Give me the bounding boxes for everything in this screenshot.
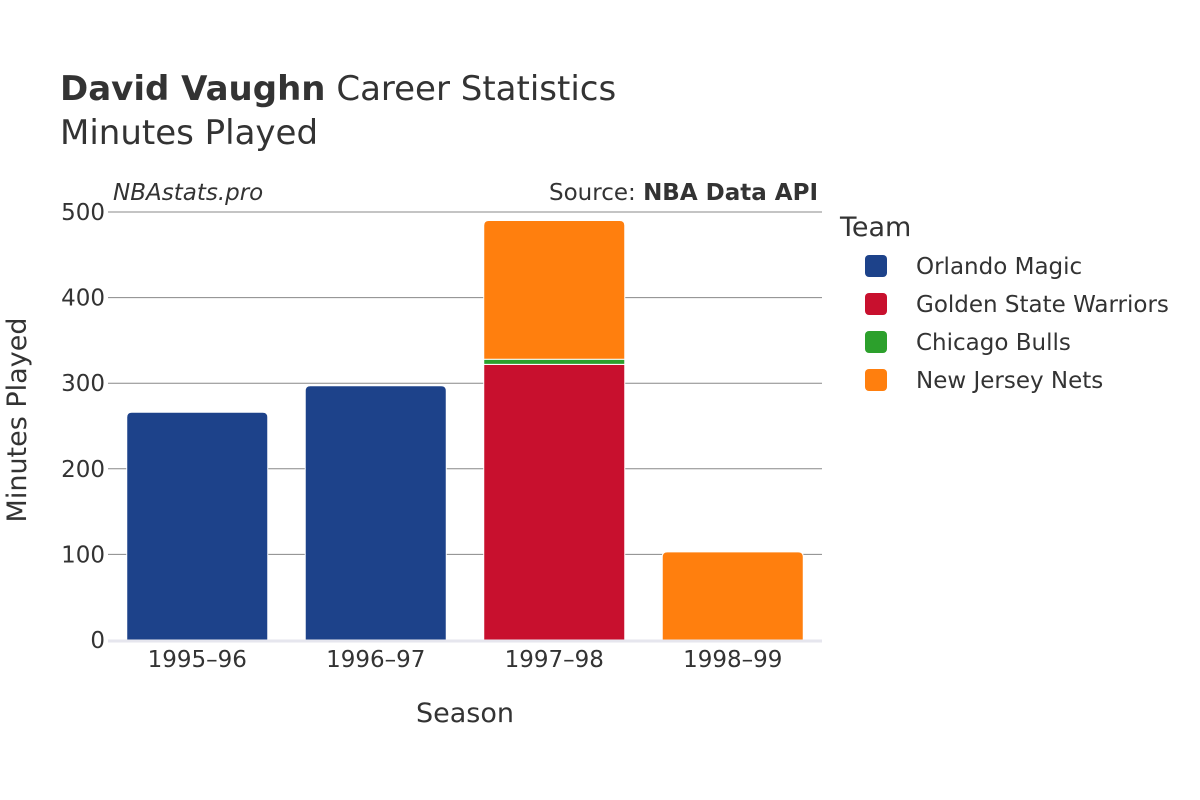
source-credit: Source: NBA Data API [549, 180, 818, 206]
title-rest: Career Statistics [336, 69, 616, 109]
player-name: David Vaughn [60, 69, 326, 109]
chart-title: David Vaughn Career Statistics [60, 69, 616, 109]
y-axis-title: Minutes Played [2, 318, 33, 523]
axes: 0 100 200 300 400 500 1995–96 1996–97 1997–98 199… [61, 200, 822, 673]
x-tick-label: 1996–97 [326, 647, 425, 673]
title-space [326, 69, 337, 109]
y-tick-label: 300 [61, 371, 105, 397]
x-axis-title: Season [416, 698, 514, 729]
source-name: NBA Data API [643, 180, 818, 206]
legend-title: Team [839, 212, 911, 243]
y-tick-label: 500 [61, 200, 105, 226]
x-tick-label: 1995–96 [148, 647, 247, 673]
bar-golden-state-warriors-1997–98 [483, 363, 626, 641]
bar-chicago-bulls-1997–98 [483, 358, 626, 365]
bar-orlando-magic-1996–97 [304, 385, 447, 641]
legend-label: Golden State Warriors [916, 292, 1169, 318]
bars [126, 220, 804, 641]
legend-label: Orlando Magic [916, 254, 1082, 280]
x-tick-label: 1997–98 [505, 647, 604, 673]
source-prefix: Source: [549, 180, 643, 206]
legend-label: New Jersey Nets [916, 368, 1103, 394]
legend: Team Orlando Magic Golden State Warriors C… [839, 212, 1169, 394]
legend-swatch-orlando-magic [865, 255, 887, 277]
watermark: NBAstats.pro [113, 180, 263, 206]
legend-label: Chicago Bulls [916, 330, 1071, 356]
y-tick-label: 200 [61, 457, 105, 483]
y-tick-label: 400 [61, 286, 105, 312]
legend-swatch-chicago-bulls [865, 331, 887, 353]
x-tick-label: 1998–99 [683, 647, 782, 673]
bar-new-jersey-nets-1998–99 [661, 551, 804, 641]
bar-orlando-magic-1995–96 [126, 411, 269, 641]
legend-swatch-golden-state-warriors [865, 293, 887, 315]
bar-new-jersey-nets-1997–98 [483, 220, 626, 360]
legend-swatch-new-jersey-nets [865, 369, 887, 391]
y-tick-label: 100 [61, 542, 105, 568]
y-tick-label: 0 [90, 628, 105, 654]
chart-subtitle: Minutes Played [60, 113, 318, 153]
